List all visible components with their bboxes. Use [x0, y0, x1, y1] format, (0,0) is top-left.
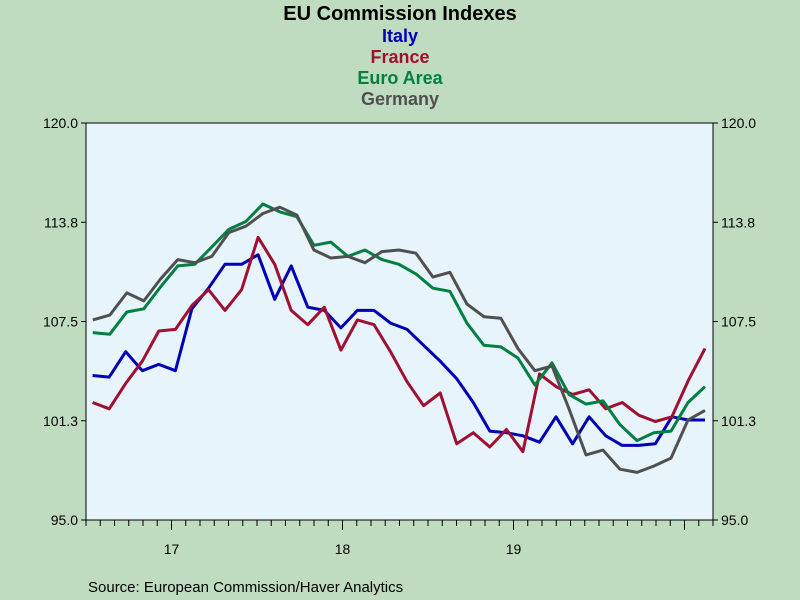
y-axis-left: 95.0 101.3 107.5 113.8 120.0: [43, 115, 86, 528]
series-line-italy: [92, 253, 705, 447]
series-line-france: [92, 235, 707, 454]
plot-area: [85, 122, 714, 521]
y-axis-right: 95.0 101.3 107.5 113.8 120.0: [713, 115, 756, 528]
y-tick-label-right: 113.8: [721, 214, 755, 230]
y-tick-label-right: 101.3: [721, 413, 756, 429]
y-tick-label-left: 113.8: [44, 214, 78, 230]
y-tick-label-left: 101.3: [43, 413, 78, 429]
y-tick-label-left: 120.0: [43, 115, 78, 131]
x-tick-label: 19: [506, 541, 522, 557]
legend-item-euro-area: Euro Area: [357, 68, 443, 88]
y-tick-label-right: 95.0: [721, 512, 748, 528]
legend-item-italy: Italy: [382, 26, 418, 46]
y-tick-label-left: 95.0: [51, 512, 78, 528]
series-lines: [92, 202, 707, 474]
series-line-euro-area: [92, 202, 707, 443]
x-axis: 17 18 19: [85, 520, 714, 557]
y-tick-label-left: 107.5: [43, 314, 78, 330]
x-tick-label: 18: [335, 541, 351, 557]
chart-title: EU Commission Indexes: [283, 3, 516, 25]
x-tick-label: 17: [164, 541, 180, 557]
source-note: Source: European Commission/Haver Analyt…: [88, 579, 403, 596]
y-tick-label-right: 120.0: [721, 115, 756, 131]
legend-item-germany: Germany: [361, 89, 439, 109]
series-line-germany: [92, 205, 706, 474]
y-tick-label-right: 107.5: [721, 314, 756, 330]
legend-item-france: France: [370, 47, 429, 67]
